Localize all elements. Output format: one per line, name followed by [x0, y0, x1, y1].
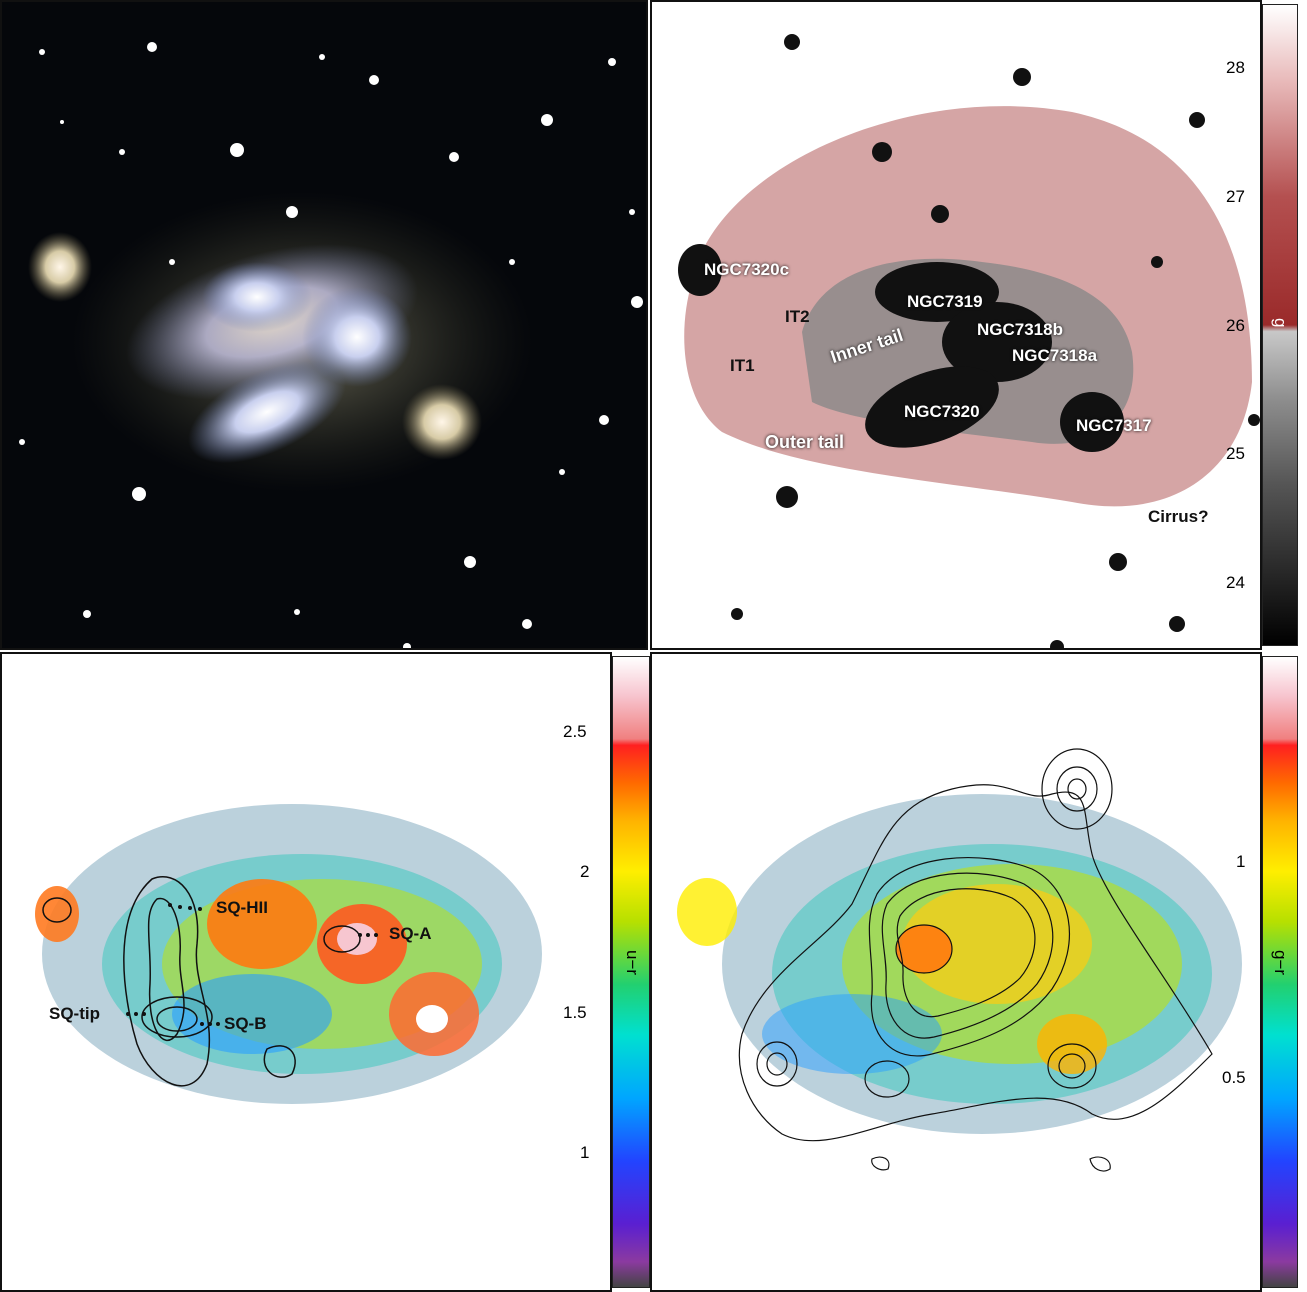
u-r-colorbar-label: u−r [623, 950, 642, 976]
label-sq-b: SQ-B [224, 1014, 267, 1033]
g-band-stars [731, 34, 1260, 648]
u-r-contours [42, 876, 361, 1087]
label-ngc7317: NGC7317 [1076, 416, 1152, 435]
u-r-tick-2: 2 [580, 862, 590, 881]
label-sq-a: SQ-A [389, 924, 432, 943]
label-cirrus: Cirrus? [1148, 507, 1209, 526]
label-outer-tail: Outer tail [765, 432, 845, 452]
g-r-colorbar [1262, 656, 1298, 1288]
u-r-colorbar [612, 656, 650, 1288]
label-sq-hii: SQ-HII [216, 898, 268, 917]
g-r-color-map [650, 652, 1262, 1292]
g-tick-27: 27 [1226, 187, 1245, 206]
label-ngc7318b: NGC7318b [977, 320, 1063, 339]
g-r-colorbar-label: g−r [1271, 950, 1290, 976]
g-tick-28: 28 [1226, 58, 1245, 77]
u-r-color-map: SQ-HII SQ-A SQ-tip SQ-B [0, 652, 612, 1292]
label-ngc7318a: NGC7318a [1012, 346, 1098, 365]
label-sq-tip: SQ-tip [49, 1004, 100, 1023]
g-tick-26: 26 [1226, 316, 1245, 335]
g-band-image: NGC7320c IT2 NGC7319 NGC7318b NGC7318a I… [650, 0, 1262, 650]
g-tick-24: 24 [1226, 573, 1245, 592]
g-r-tick-1: 1 [1236, 852, 1246, 871]
stars [19, 42, 643, 648]
u-r-tick-1-5: 1.5 [563, 1003, 587, 1022]
u-r-tick-2-5: 2.5 [563, 722, 587, 741]
u-r-drawing [35, 804, 542, 1104]
g-colorbar-label: g [1271, 318, 1290, 328]
label-ngc7320: NGC7320 [904, 402, 980, 421]
u-r-tick-1: 1 [580, 1143, 590, 1162]
color-composite-image [0, 0, 648, 650]
label-ngc7320c: NGC7320c [704, 260, 790, 279]
label-it1: IT1 [730, 356, 755, 375]
g-colorbar [1262, 4, 1298, 646]
g-r-contours [738, 748, 1213, 1172]
u-r-marker-dots [126, 903, 378, 1026]
label-ngc7319: NGC7319 [907, 292, 983, 311]
g-band-drawing [678, 34, 1260, 648]
color-composite-drawing [19, 42, 643, 648]
g-r-tick-0-5: 0.5 [1222, 1068, 1246, 1087]
g-tick-25: 25 [1226, 444, 1245, 463]
g-r-drawing [677, 748, 1242, 1172]
label-it2: IT2 [785, 307, 810, 326]
